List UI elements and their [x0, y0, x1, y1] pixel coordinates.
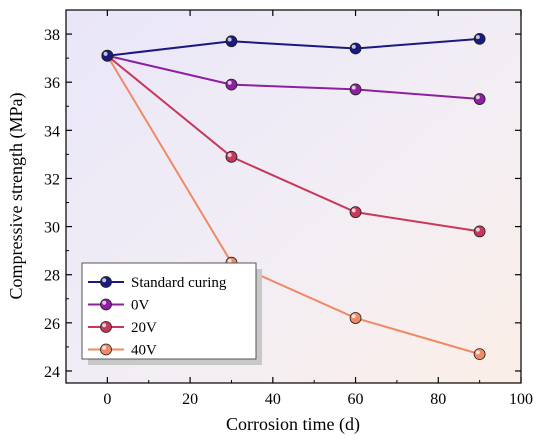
x-tick-label: 60	[348, 391, 364, 408]
data-point-highlight	[351, 314, 356, 319]
legend-marker-highlight	[102, 323, 107, 328]
x-tick-label: 0	[103, 391, 111, 408]
legend-marker	[100, 343, 112, 356]
data-point	[349, 206, 362, 219]
data-point-highlight	[227, 258, 232, 263]
series-0	[101, 32, 486, 62]
data-point	[349, 83, 362, 96]
legend-marker	[100, 321, 112, 333]
legend-marker	[100, 298, 112, 311]
x-tick-label: 20	[182, 391, 198, 408]
data-point-highlight	[351, 44, 356, 49]
legend-marker-highlight	[102, 345, 107, 350]
data-point	[225, 150, 238, 163]
data-point-highlight	[103, 51, 108, 56]
data-point-highlight	[475, 95, 480, 100]
data-point	[349, 42, 362, 55]
data-point-highlight	[227, 80, 232, 85]
legend-item: 0V	[88, 298, 150, 314]
data-point	[101, 49, 114, 62]
x-tick-label: 40	[265, 391, 281, 408]
x-tick-label: 80	[430, 391, 446, 408]
legend-item: Standard curing	[88, 275, 227, 291]
legend-marker	[100, 276, 112, 288]
legend-label: 0V	[131, 298, 150, 314]
data-point	[473, 225, 486, 238]
data-point-highlight	[227, 37, 232, 42]
y-tick-label: 24	[44, 364, 60, 381]
data-point-highlight	[351, 208, 356, 213]
data-point	[349, 312, 362, 324]
data-point-highlight	[351, 85, 356, 90]
x-tick-label: 100	[509, 391, 533, 408]
y-tick-label: 34	[44, 123, 60, 140]
y-tick-label: 38	[44, 27, 60, 44]
data-point-highlight	[475, 350, 480, 355]
legend-label: 40V	[131, 343, 157, 359]
y-tick-label: 26	[44, 316, 60, 333]
y-tick-label: 28	[44, 268, 60, 285]
series-line	[107, 54, 480, 101]
series-line	[106, 55, 480, 356]
series-line	[107, 37, 480, 57]
legend-label: Standard curing	[131, 275, 227, 291]
x-axis-label: Corrosion time (d)	[226, 414, 360, 435]
legend-marker-highlight	[102, 278, 107, 283]
data-point-highlight	[475, 35, 480, 40]
data-point-highlight	[227, 152, 232, 157]
y-tick-label: 30	[44, 220, 60, 237]
legend: Standard curing 0V 20V 40V	[81, 262, 262, 365]
y-tick-label: 36	[44, 75, 60, 92]
data-point	[473, 93, 486, 105]
y-tick-label: 32	[44, 171, 60, 188]
data-point-highlight	[475, 227, 480, 232]
legend-marker-highlight	[102, 300, 107, 305]
legend-label: 20V	[131, 320, 157, 336]
legend-item: 40V	[88, 343, 157, 359]
y-axis-label: Compressive strength (MPa)	[6, 93, 27, 300]
series-line	[106, 54, 480, 233]
legend-item: 20V	[88, 320, 157, 336]
data-point	[473, 348, 486, 361]
data-point	[225, 35, 238, 48]
data-point	[473, 32, 486, 45]
data-point	[225, 78, 238, 91]
